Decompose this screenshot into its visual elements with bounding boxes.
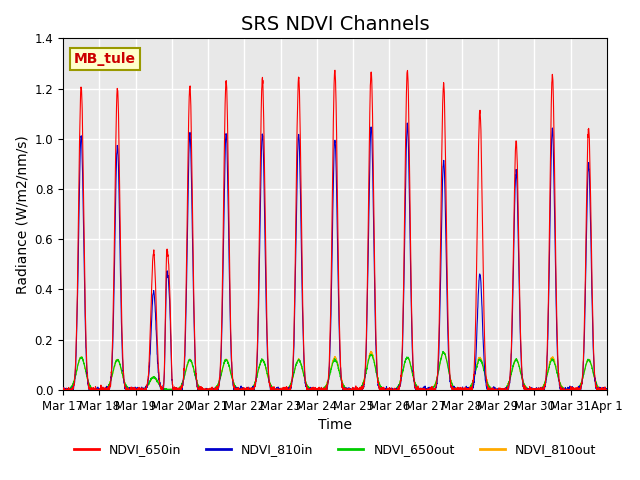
Legend: NDVI_650in, NDVI_810in, NDVI_650out, NDVI_810out: NDVI_650in, NDVI_810in, NDVI_650out, NDV… xyxy=(68,438,601,461)
X-axis label: Time: Time xyxy=(318,418,352,432)
Text: MB_tule: MB_tule xyxy=(74,52,136,66)
Y-axis label: Radiance (W/m2/nm/s): Radiance (W/m2/nm/s) xyxy=(15,135,29,293)
Title: SRS NDVI Channels: SRS NDVI Channels xyxy=(241,15,429,34)
